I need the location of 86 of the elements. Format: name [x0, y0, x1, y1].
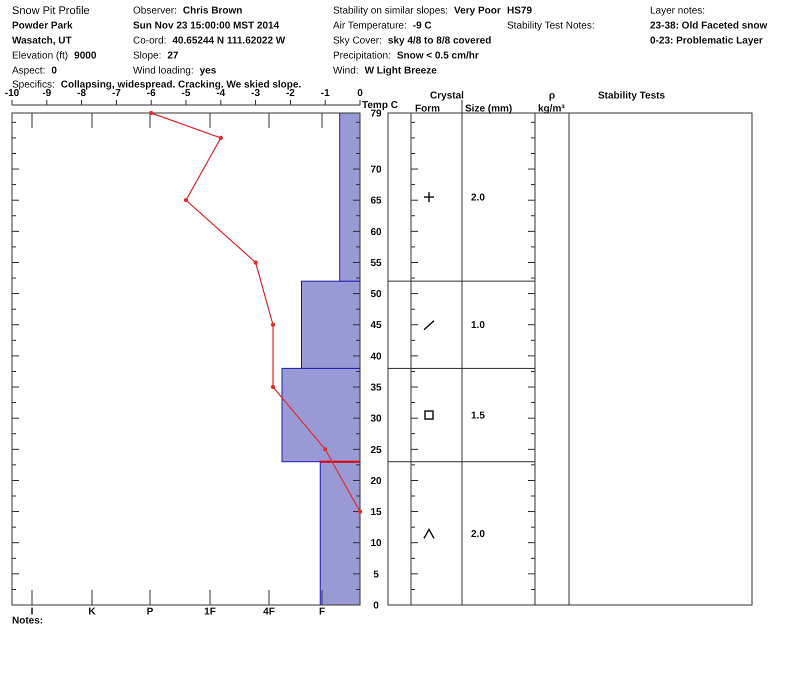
- x-tick-label: -2: [286, 88, 296, 99]
- y-tick-label: 60: [370, 226, 382, 238]
- text: Layer notes:: [650, 6, 706, 16]
- text: Sun Nov 23 15:00:00 MST 2014: [133, 20, 280, 32]
- y-tick-label: 65: [370, 196, 382, 207]
- text: Stability Test Notes:: [507, 20, 595, 32]
- point: [253, 260, 258, 265]
- y-tick-label: 40: [370, 351, 382, 362]
- text: Co-ord:: [133, 36, 166, 46]
- y-tick-label: 50: [370, 289, 382, 300]
- text: Wasatch, UT: [12, 36, 72, 46]
- text: Stability on similar slopes:: [333, 6, 448, 16]
- y-tick-label: 30: [370, 414, 382, 425]
- y-tick-label: 25: [370, 444, 382, 456]
- text: 2.0: [471, 528, 486, 540]
- text: 23-38: Old Faceted snow: [650, 20, 768, 32]
- text: K: [88, 606, 96, 618]
- text: Aspect:: [12, 66, 46, 76]
- x-tick-label: 0: [357, 88, 364, 99]
- x-tick-label: -4: [216, 88, 226, 99]
- text: sky 4/8 to 8/8 covered: [388, 36, 492, 46]
- text: 40.65244 N 111.62022 W: [172, 36, 286, 46]
- x-tick-label: -10: [4, 88, 20, 99]
- y-tick-label: 45: [370, 320, 382, 332]
- text: 27: [167, 50, 179, 62]
- x-tick-label: -5: [182, 88, 191, 99]
- point: [218, 136, 223, 140]
- point: [270, 322, 276, 327]
- text: Slope:: [133, 50, 162, 62]
- chart-title: Snow Pit Profile: [12, 4, 90, 17]
- text: Sky Cover:: [333, 36, 382, 46]
- x-axis-title: Temp C: [362, 100, 398, 111]
- point: [323, 447, 328, 452]
- text: Wind:: [333, 66, 359, 76]
- y-tick-label: 35: [370, 382, 382, 394]
- y-tick-label: 55: [370, 258, 382, 269]
- text: Specifics:: [12, 80, 55, 90]
- text: 4F: [263, 606, 275, 618]
- text: kg/m³: [538, 104, 566, 114]
- text: Form: [415, 104, 440, 114]
- x-tick-label: -1: [320, 88, 330, 99]
- text: Air Temperature:: [333, 20, 407, 32]
- text: Powder Park: [12, 20, 74, 32]
- y-tick-label: 70: [370, 164, 382, 176]
- text: 0-23: Problematic Layer: [650, 36, 763, 46]
- text: 9000: [74, 50, 97, 62]
- y-tick-label: 20: [370, 476, 382, 487]
- text: 2.0: [471, 192, 486, 204]
- x-tick-label: -8: [77, 88, 86, 99]
- point: [149, 110, 154, 116]
- x-tick-label: -6: [146, 88, 156, 99]
- y-tick-label: 10: [370, 538, 382, 550]
- y-tick-label: 15: [370, 507, 382, 518]
- text: 0: [51, 66, 58, 76]
- text: 1.0: [471, 320, 486, 332]
- text: Stability Tests: [598, 90, 666, 102]
- text: Precipitation:: [333, 50, 391, 62]
- x-tick-label: -3: [251, 88, 260, 99]
- text: Very Poor: [454, 6, 501, 16]
- y-tick-label: 5: [373, 569, 380, 580]
- text: Collapsing, widespread. Cracking. We skied slope.: [60, 80, 302, 90]
- text: yes: [200, 66, 217, 76]
- point: [184, 198, 188, 202]
- text: P: [146, 606, 154, 618]
- text: Crystal: [430, 90, 464, 102]
- x-tick-label: -7: [112, 88, 122, 99]
- text: 1F: [204, 606, 216, 618]
- point: [358, 509, 362, 514]
- text: W Light Breeze: [364, 66, 438, 76]
- text: Snow < 0.5 cm/hr: [396, 50, 479, 62]
- x-tick-label: -9: [42, 88, 52, 99]
- text: Size (mm): [465, 104, 512, 114]
- text: Wind loading:: [133, 66, 194, 76]
- text: 1.5: [471, 410, 486, 422]
- text: Observer:: [133, 6, 177, 16]
- text: I: [30, 606, 34, 618]
- text: Elevation (ft): [12, 50, 68, 62]
- text: HS79: [507, 6, 532, 16]
- point: [270, 384, 276, 390]
- text: -9 C: [412, 20, 432, 32]
- text: ρ: [548, 90, 556, 102]
- text: Notes:: [12, 616, 44, 626]
- text: F: [318, 606, 326, 618]
- text: Chris Brown: [182, 6, 242, 16]
- y-tick-label: 79: [370, 108, 382, 120]
- y-tick-label: 0: [373, 600, 380, 612]
